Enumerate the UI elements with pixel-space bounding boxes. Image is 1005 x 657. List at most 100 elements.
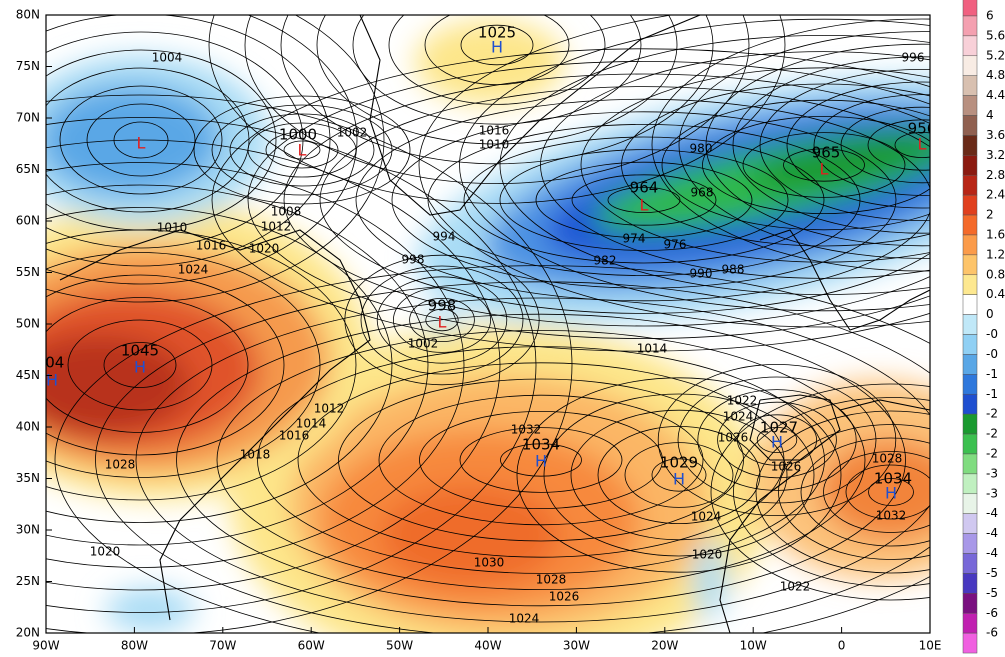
colorbar-cell	[962, 115, 978, 136]
contour-label: 1026	[549, 590, 580, 604]
colorbar-label: 4	[986, 108, 994, 122]
contour-label: 1004	[152, 51, 183, 65]
pressure-center: H	[885, 484, 897, 503]
contour-label: 1025	[478, 24, 516, 42]
isobar	[657, 363, 897, 516]
colorbar-label: 2.8	[986, 168, 1005, 182]
isobar	[46, 229, 357, 501]
colorbar-cell	[962, 254, 978, 276]
pressure-center: H	[491, 38, 503, 57]
colorbar-label: -6	[986, 626, 998, 640]
colorbar-cell	[962, 393, 978, 415]
lat-label: 75N	[16, 59, 40, 73]
colorbar-cell	[962, 0, 978, 17]
isobar	[409, 297, 475, 342]
isobar	[570, 409, 788, 541]
isobar	[46, 139, 501, 591]
isobar	[113, 121, 169, 159]
isobar	[418, 15, 930, 328]
isobar	[54, 265, 930, 633]
colorbar-label: 3.6	[986, 128, 1005, 142]
isobar	[46, 15, 331, 267]
contour-label: 1012	[314, 402, 345, 416]
isobar	[823, 451, 930, 533]
lon-label: 50W	[386, 639, 413, 653]
isobar	[624, 442, 734, 508]
colorbar-label: -2	[986, 427, 998, 441]
isobar	[376, 276, 508, 364]
contour-label: 1010	[157, 221, 188, 235]
lon-label: 10W	[740, 639, 767, 653]
isobar	[229, 113, 375, 187]
colorbar-cell	[962, 95, 978, 116]
contour-label: 1010	[479, 138, 510, 152]
isobar	[46, 67, 250, 213]
colorbar-cell	[962, 573, 978, 594]
contour-label: 980	[690, 142, 713, 156]
colorbar-cell	[962, 234, 978, 256]
contour-label: 956	[908, 120, 937, 138]
isobar	[208, 15, 786, 204]
isobar	[46, 207, 393, 523]
colorbar-cell	[962, 453, 978, 475]
contour-label: 1028	[872, 452, 903, 466]
isobar	[778, 424, 930, 560]
isobar	[733, 397, 930, 587]
isobar	[46, 117, 537, 613]
colorbar-cell	[962, 553, 978, 574]
colorbar-label: -1	[986, 367, 998, 381]
isobar	[193, 95, 411, 205]
isobar	[894, 132, 930, 158]
contour-label: 1032	[511, 423, 542, 437]
colorbar-label: 3.2	[986, 148, 1005, 162]
isobar	[103, 342, 177, 388]
colorbar-label: -3	[986, 486, 998, 500]
isobar	[500, 443, 582, 477]
lat-label: 40N	[16, 420, 40, 434]
colorbar: 6 5.6 5.2 4.8 4.4 4 3.6 3.2 2.8 2.4 2 1.6 1.2 0.8 0.4 0…	[962, 0, 1005, 654]
pressure-center: H	[134, 358, 146, 377]
isobar	[46, 184, 429, 546]
isobar	[499, 149, 789, 251]
isobar	[247, 61, 930, 339]
colorbar-label: 0	[986, 307, 994, 321]
colorbar-cell	[962, 55, 978, 76]
isobar	[516, 377, 842, 573]
pressure-center: H	[535, 452, 547, 471]
isobar	[265, 131, 339, 169]
isobar	[46, 31, 304, 249]
colorbar-cell	[962, 294, 978, 315]
isobar	[378, 394, 704, 526]
contour-label: 1026	[718, 431, 749, 445]
contour-label: 982	[594, 254, 617, 268]
isobar	[755, 410, 930, 574]
colorbar-cell	[962, 593, 978, 614]
lat-label: 65N	[16, 162, 40, 176]
colorbar-label: 1.6	[986, 228, 1005, 242]
colorbar-cell	[962, 334, 978, 355]
isobar	[95, 281, 930, 633]
isobar	[46, 274, 285, 456]
colorbar-cell	[962, 374, 978, 395]
contour-label: 1022	[727, 394, 758, 408]
contour-label: 1014	[637, 342, 668, 356]
isobar	[352, 15, 642, 125]
contour-label: 1016	[196, 239, 227, 253]
contour-label: 990	[690, 267, 713, 281]
lon-label: 40W	[474, 639, 501, 653]
colorbar-label: 2.4	[986, 188, 1005, 202]
contour-label: 1034	[874, 470, 912, 488]
contour-label: 998	[402, 253, 425, 267]
lon-label: 60W	[298, 639, 325, 653]
contour-label: 1045	[121, 342, 159, 360]
colorbar-cell	[962, 612, 978, 634]
lon-label: 30W	[563, 639, 590, 653]
isobar	[360, 265, 524, 375]
isobar	[571, 174, 717, 226]
isobar	[59, 85, 223, 195]
contour-label: 1000	[279, 126, 317, 144]
contour-label: 1024	[723, 410, 754, 424]
contour-label: 1024	[178, 263, 209, 277]
colorbar-cell	[962, 433, 978, 455]
